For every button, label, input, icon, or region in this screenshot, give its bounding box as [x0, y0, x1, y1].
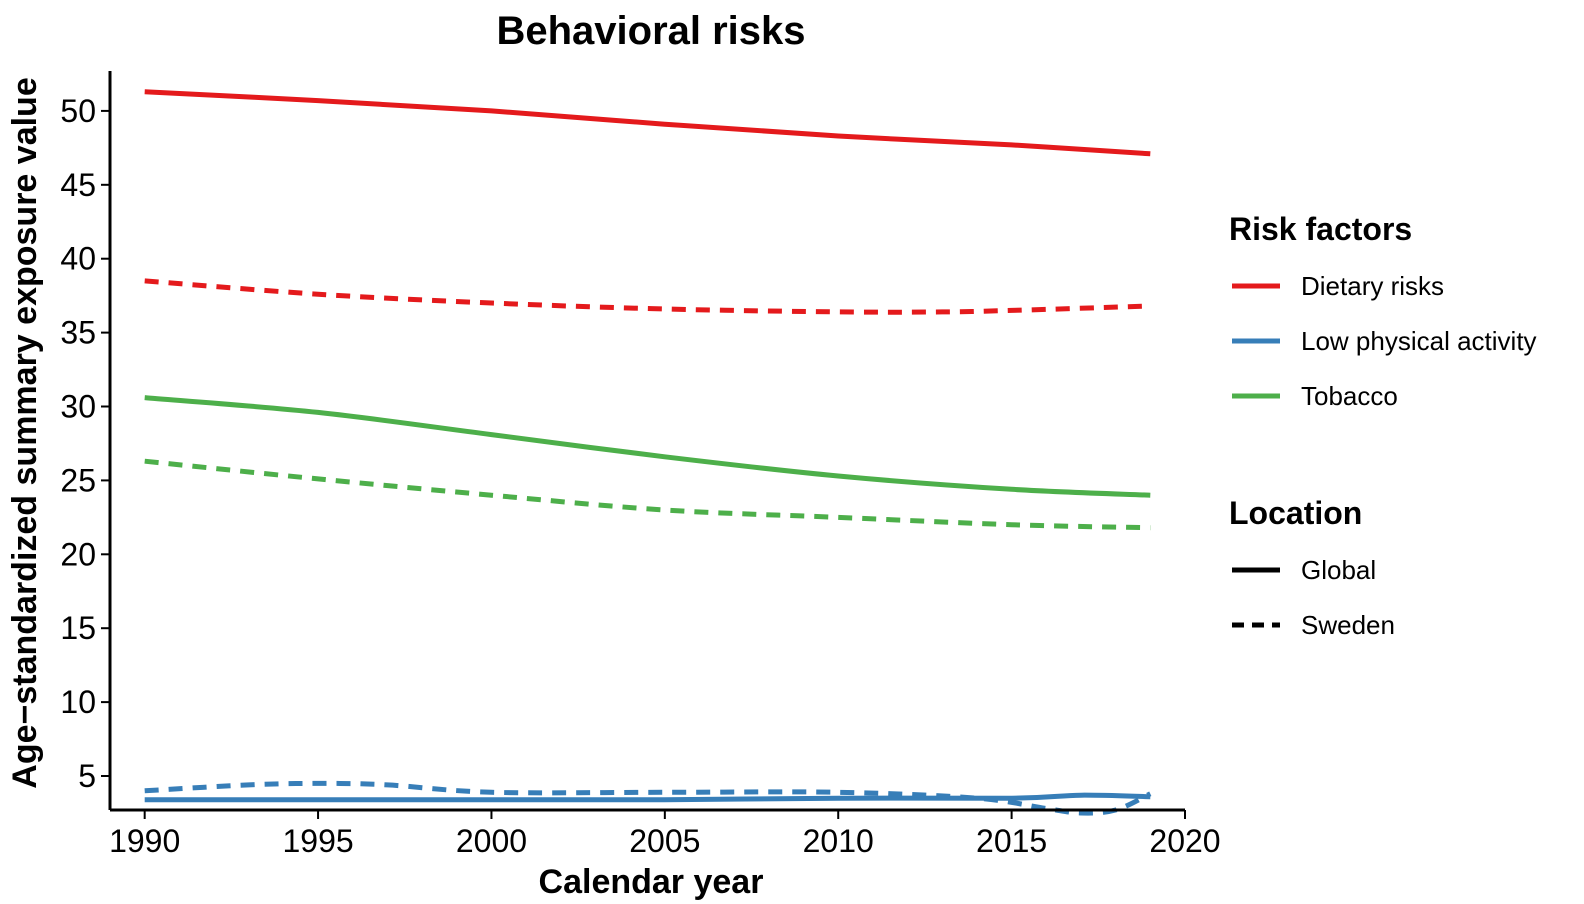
y-tick-label: 50 [60, 93, 96, 129]
x-axis: 1990 1995 2000 2005 2010 2015 2020 [109, 808, 1221, 859]
legend-label-sweden: Sweden [1301, 610, 1395, 640]
x-tick-label: 2010 [803, 823, 874, 859]
series-line-low-physical-activity-global [144, 792, 1151, 803]
y-tick-label: 45 [60, 167, 96, 203]
legend-label-low-physical-activity: Low physical activity [1301, 326, 1537, 356]
series-line-dietary-risks-sweden [144, 278, 1151, 315]
plot-area [144, 89, 1152, 816]
legend-label-global: Global [1301, 555, 1376, 585]
legend-title: Location [1229, 495, 1362, 531]
x-tick-label: 2000 [456, 823, 527, 859]
x-tick-label: 2020 [1149, 823, 1220, 859]
chart-title: Behavioral risks [496, 9, 805, 53]
x-axis-title: Calendar year [539, 863, 764, 901]
x-tick-label: 2005 [629, 823, 700, 859]
y-tick-label: 5 [78, 758, 96, 794]
x-tick-label: 2015 [976, 823, 1047, 859]
y-axis: 5 10 15 20 25 30 35 40 45 50 [60, 71, 112, 810]
y-tick-label: 20 [60, 536, 96, 572]
y-tick-label: 35 [60, 315, 96, 351]
legend-group-risk-factors: Risk factors Dietary risks Low physical ac… [1229, 211, 1537, 411]
y-tick-label: 15 [60, 610, 96, 646]
y-tick-label: 30 [60, 389, 96, 425]
x-tick-label: 1990 [109, 823, 180, 859]
y-tick-label: 10 [60, 684, 96, 720]
series-line-tobacco-global [144, 395, 1151, 498]
legend-label-dietary-risks: Dietary risks [1301, 271, 1444, 301]
legend-label-tobacco: Tobacco [1301, 381, 1398, 411]
legend-title: Risk factors [1229, 211, 1412, 247]
legend: Risk factors Dietary risks Low physical ac… [1229, 211, 1537, 640]
series-line-dietary-risks-global [144, 89, 1151, 157]
legend-group-location: Location Global Sweden [1229, 495, 1395, 640]
y-axis-title: Age−standardized summary exposure value [6, 77, 44, 788]
x-tick-label: 1995 [282, 823, 353, 859]
series-line-low-physical-activity-sweden [144, 780, 1152, 816]
y-tick-label: 25 [60, 462, 96, 498]
series-line-tobacco-sweden [144, 458, 1151, 531]
y-tick-label: 40 [60, 241, 96, 277]
